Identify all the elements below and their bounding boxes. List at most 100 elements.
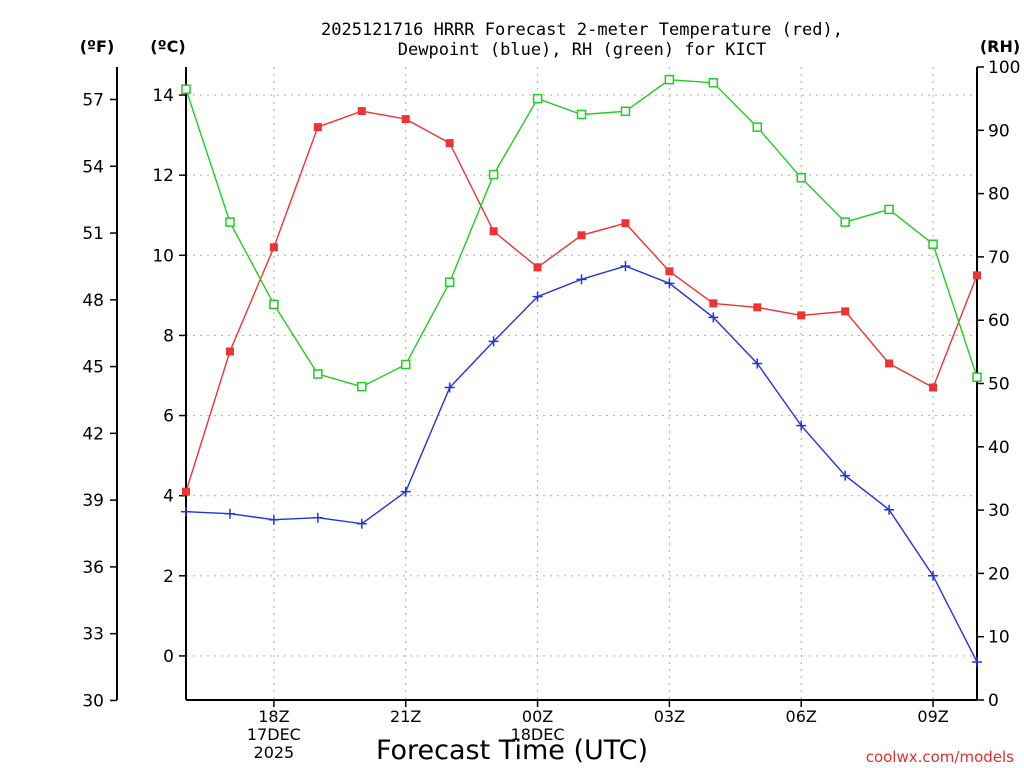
axes — [110, 66, 984, 707]
temperature-point — [929, 383, 938, 392]
temperature-point — [709, 299, 718, 308]
x-tick-label: 00Z — [522, 707, 553, 726]
celsius-tick-label: 6 — [163, 407, 174, 427]
temperature-point — [973, 271, 981, 280]
temperature-point — [841, 307, 850, 316]
fahrenheit-tick-label: 48 — [82, 291, 104, 311]
temperature-point — [621, 219, 630, 228]
rh-tick-label: 50 — [988, 375, 1010, 395]
rh-tick-label: 30 — [988, 501, 1010, 521]
rh-point — [708, 78, 719, 88]
x-tick-label: 18DEC — [511, 725, 565, 744]
dewpoint-point — [620, 261, 631, 272]
rh-tick-label: 90 — [988, 121, 1010, 141]
x-axis-label: Forecast Time (UTC) — [376, 735, 648, 766]
rh-tick-label: 60 — [988, 311, 1010, 331]
dewpoint-point — [796, 420, 807, 431]
x-tick-label: 03Z — [654, 707, 685, 726]
rh-point — [620, 106, 631, 117]
temperature-point — [445, 139, 454, 148]
chart-title-line2: Dewpoint (blue), RH (green) for KICT — [398, 40, 766, 60]
rh-tick-label: 10 — [988, 628, 1010, 648]
dewpoint-point — [224, 508, 235, 519]
temperature-point — [533, 263, 542, 272]
rh-point — [488, 169, 499, 180]
dewpoint-point — [181, 506, 191, 517]
dewpoint-point — [664, 278, 675, 289]
dewpoint-point — [928, 570, 939, 581]
celsius-tick-label: 14 — [152, 86, 174, 106]
temperature-point — [269, 243, 278, 252]
celsius-tick-label: 2 — [163, 567, 174, 587]
celsius-tick-label: 8 — [163, 326, 174, 346]
dewpoint-point — [840, 470, 851, 481]
temperature-point — [401, 115, 410, 124]
fahrenheit-tick-label: 45 — [82, 358, 104, 378]
rh-point — [884, 204, 894, 215]
rh-point — [313, 369, 323, 379]
rh-point — [928, 239, 938, 249]
x-tick-label: 06Z — [786, 707, 817, 726]
temperature-line — [185, 110, 978, 492]
rh-point — [181, 84, 191, 94]
gridlines — [186, 67, 977, 700]
temperature-point — [225, 347, 234, 356]
temperature-point — [182, 487, 190, 496]
dewpoint-point — [400, 486, 411, 497]
x-tick-label: 17DEC — [247, 725, 301, 744]
rh-point — [532, 93, 543, 104]
fahrenheit-tick-label: 39 — [82, 491, 104, 511]
celsius-tick-label: 10 — [152, 246, 174, 266]
dewpoint-point — [356, 518, 367, 529]
temperature-point — [489, 227, 498, 236]
rh-point — [400, 359, 411, 370]
fahrenheit-tick-label: 42 — [82, 424, 104, 444]
temperature-point — [665, 267, 674, 276]
chart-title-line1: 2025121716 HRRR Forecast 2-meter Tempera… — [321, 20, 843, 40]
temperature-point — [797, 311, 806, 320]
x-tick-label: 09Z — [917, 707, 948, 726]
dewpoint-point — [708, 312, 719, 323]
rh-point — [225, 217, 235, 227]
temperature-point — [357, 107, 366, 116]
fahrenheit-tick-label: 57 — [82, 90, 104, 110]
dewpoint-point — [488, 336, 499, 347]
x-tick-label: 18Z — [258, 707, 289, 726]
dewpoint-line — [185, 265, 978, 663]
rh-point — [752, 122, 763, 132]
fahrenheit-tick-label: 36 — [82, 558, 104, 578]
watermark: coolwx.com/models — [866, 748, 1014, 766]
celsius-tick-label: 0 — [163, 647, 174, 667]
fahrenheit-tick-label: 51 — [82, 224, 104, 244]
x-tick-label: 21Z — [390, 707, 421, 726]
fahrenheit-tick-label: 33 — [82, 625, 104, 645]
dewpoint-point — [444, 382, 455, 393]
dewpoint-point — [972, 656, 982, 667]
dewpoint-point — [312, 512, 323, 523]
dewpoint-point — [532, 291, 543, 302]
rh-point — [664, 74, 675, 85]
rh-point — [840, 217, 850, 227]
temperature-point — [577, 231, 586, 240]
rh-tick-label: 70 — [988, 248, 1010, 268]
rh-tick-label: 80 — [988, 185, 1010, 205]
temperature-point — [313, 123, 322, 132]
rh-unit-label: (RH) — [980, 37, 1020, 56]
dewpoint-point — [752, 358, 763, 369]
x-tick-label: 2025 — [254, 743, 295, 762]
celsius-unit-label: (ºC) — [150, 37, 185, 56]
rh-tick-label: 40 — [988, 438, 1010, 458]
temperature-point — [885, 359, 894, 368]
rh-point — [269, 299, 279, 310]
rh-tick-label: 20 — [988, 564, 1010, 584]
fahrenheit-tick-label: 30 — [82, 691, 104, 711]
rh-point — [357, 381, 367, 392]
dewpoint-point — [268, 514, 279, 525]
rh-tick-label: 0 — [988, 691, 999, 711]
celsius-tick-label: 12 — [152, 166, 174, 186]
tick-labels: 0 2 4 6 8 10 12 14 30 33 36 39 42 45 48 51 54 57 0 10 20 30 40… — [82, 58, 1020, 762]
fahrenheit-unit-label: (ºF) — [80, 37, 115, 56]
temperature-point — [753, 303, 762, 312]
dewpoint-point — [884, 504, 895, 515]
